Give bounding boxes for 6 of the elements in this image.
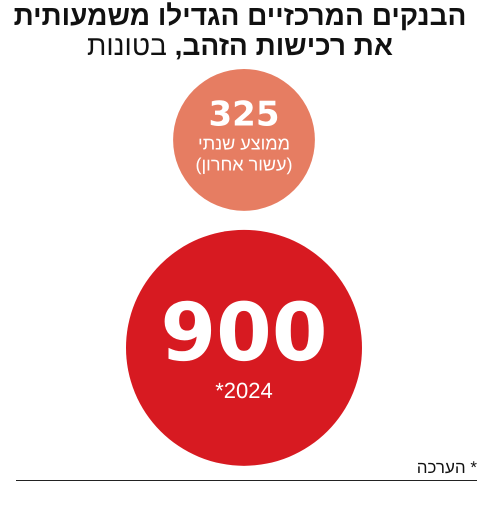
category-label: ממוצע שנתי (עשור אחרון) [194,133,294,175]
data-label: 325 [208,94,280,134]
text: * הערכה [16,458,477,478]
data-label: 900 [160,286,328,379]
category-label: 2024* [214,378,274,403]
text: הבנקים המרכזיים הגדילו משמעותית את רכישות הזהב, בטונות [14,0,466,61]
